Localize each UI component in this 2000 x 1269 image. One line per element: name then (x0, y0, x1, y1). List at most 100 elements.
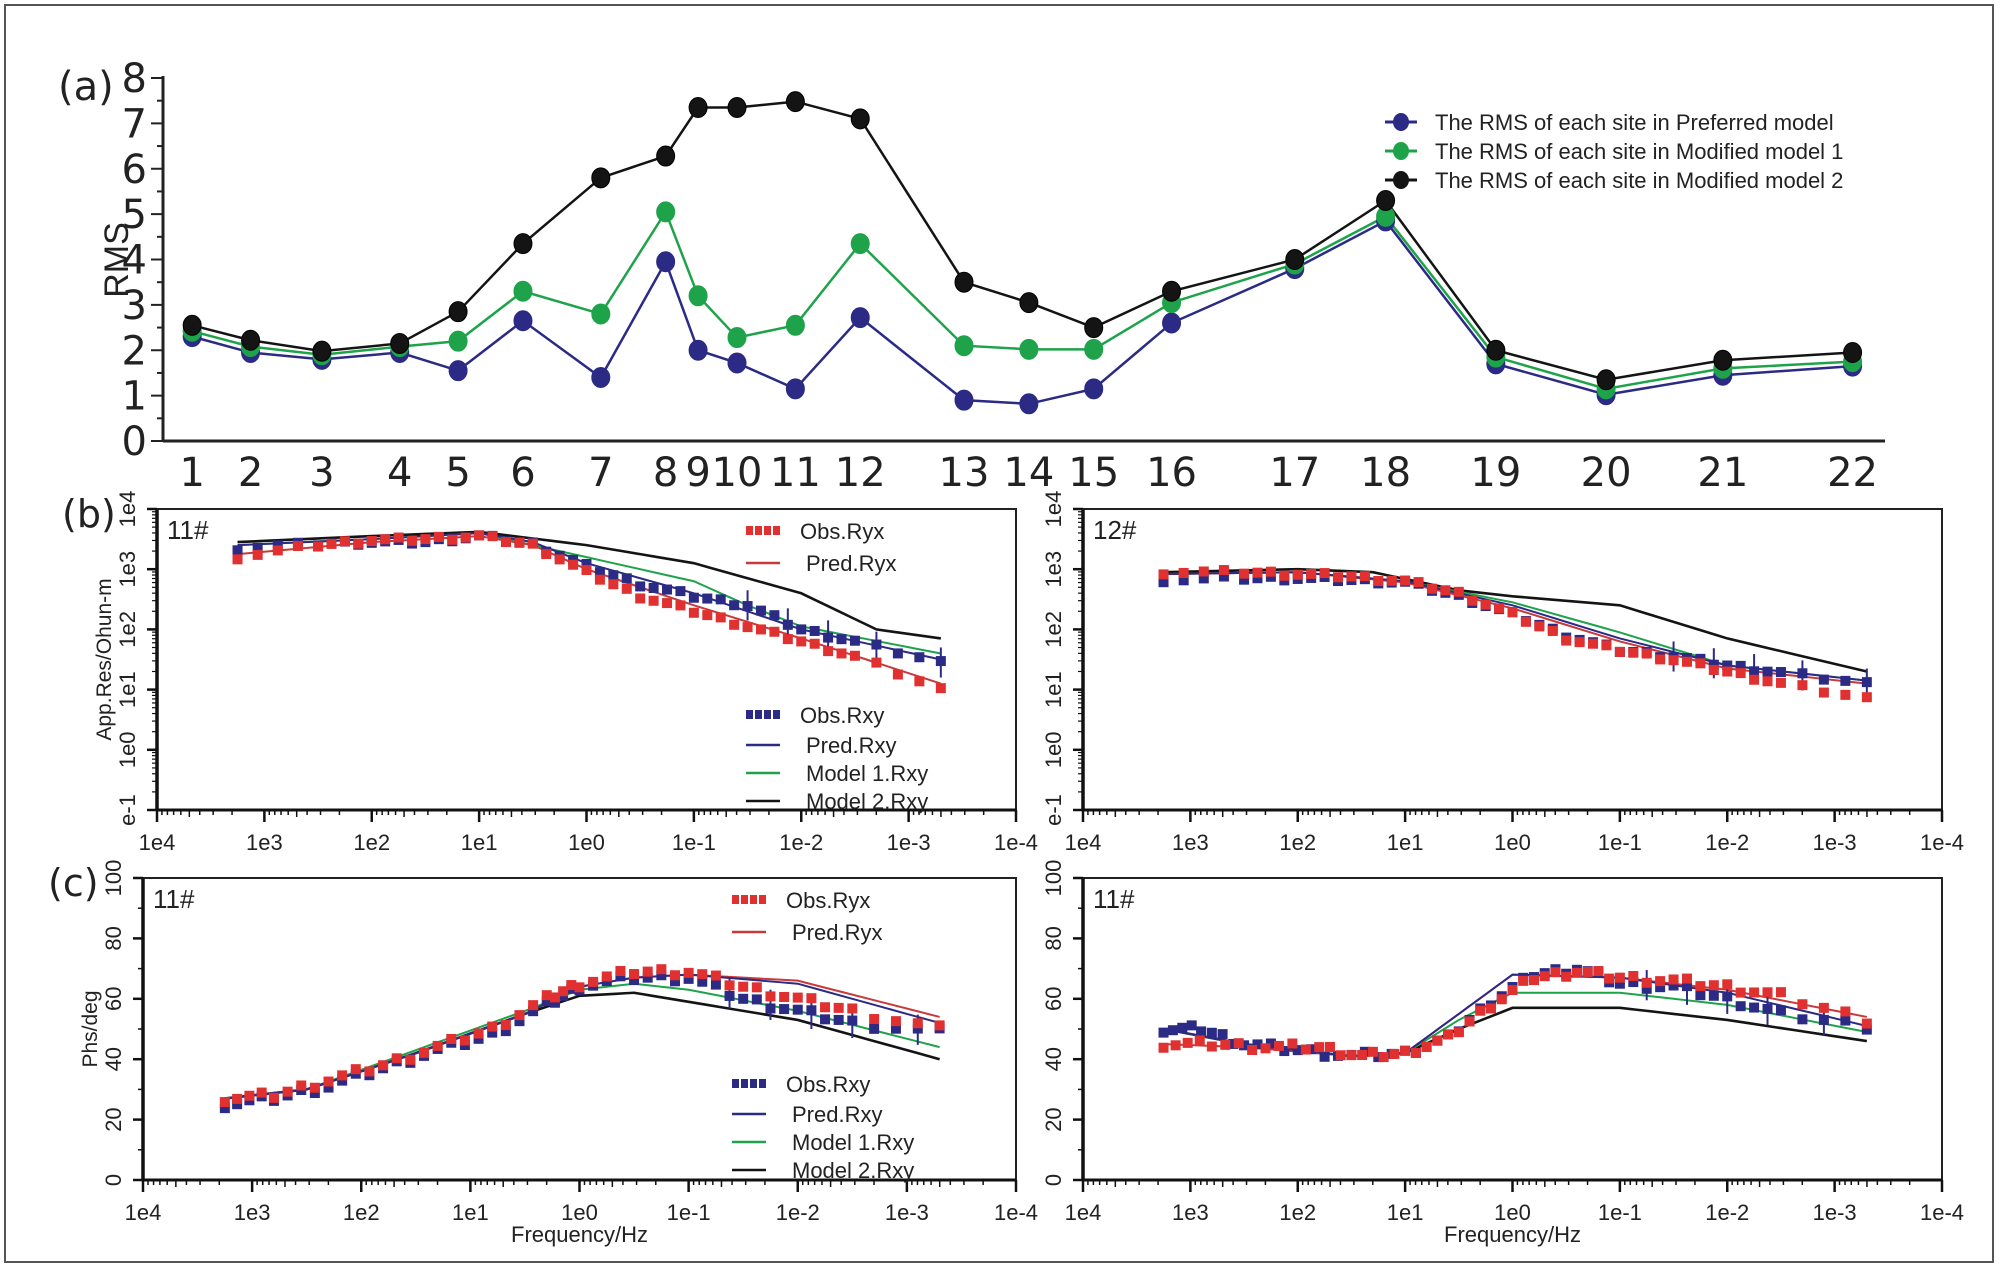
y-tick-label: 1e4 (115, 491, 140, 528)
data-point-obs-ryx (1571, 967, 1582, 978)
y-tick-label: 60 (101, 987, 126, 1011)
data-point-obs-rxy (1775, 1005, 1786, 1016)
x-tick-label: 1e-3 (885, 1200, 929, 1225)
data-point-obs-ryx (1818, 687, 1829, 698)
data-point-obs-rxy (702, 593, 713, 604)
data-point-obs-rxy (635, 581, 646, 592)
data-point-obs-ryx (581, 565, 592, 576)
data-point-obs-ryx (935, 683, 946, 694)
data-point-obs-rxy (1861, 1024, 1872, 1035)
x-tick-label: 21 (1697, 450, 1748, 496)
data-point-obs-ryx (769, 626, 780, 637)
data-point-obs-ryx (1604, 973, 1615, 984)
data-point (727, 96, 747, 118)
data-point-obs-ryx (1426, 583, 1437, 594)
data-point-obs-ryx (568, 559, 579, 570)
legend-swatch-points (755, 710, 762, 719)
data-point-obs-rxy (1306, 1044, 1317, 1055)
data-point-obs-rxy (669, 976, 680, 987)
x-tick-label: 1e0 (561, 1200, 598, 1225)
data-point-obs-ryx (473, 1028, 484, 1039)
data-point-obs-ryx (688, 607, 699, 618)
data-point-obs-ryx (702, 610, 713, 621)
data-point-obs-ryx (697, 969, 708, 980)
x-tick-label: 1e2 (353, 830, 390, 855)
data-point (591, 167, 611, 189)
data-point-obs-rxy (849, 635, 860, 646)
data-point-obs-ryx (1861, 1018, 1872, 1029)
data-point (656, 201, 676, 223)
data-point-obs-ryx (724, 980, 735, 991)
y-tick-label: 5 (122, 192, 147, 238)
data-point-obs-ryx (558, 986, 569, 997)
data-point-obs-rxy (252, 542, 263, 553)
data-point (513, 280, 533, 302)
data-point-obs-rxy (1228, 1038, 1239, 1049)
data-point-obs-rxy (232, 545, 243, 556)
data-point-obs-ryx (1206, 1041, 1217, 1052)
data-point-obs-rxy (769, 610, 780, 621)
data-point-obs-ryx (1561, 635, 1572, 646)
data-point-obs-rxy (309, 1088, 320, 1099)
data-point-obs-rxy (890, 1023, 901, 1034)
data-point (688, 285, 708, 307)
legend-swatch-points (741, 895, 748, 904)
data-point-obs-ryx (1400, 1045, 1411, 1056)
data-point-obs-rxy (642, 972, 653, 983)
data-point-obs-ryx (914, 676, 925, 687)
data-point-obs-ryx (1681, 973, 1692, 984)
y-tick-label: 100 (1041, 860, 1066, 897)
legend-swatch-points (759, 1079, 766, 1088)
data-point-obs-ryx (1194, 1035, 1205, 1046)
data-point-obs-ryx (1641, 977, 1652, 988)
x-tick-label: 16 (1146, 450, 1197, 496)
x-tick-label: 1e-2 (776, 1200, 820, 1225)
panel-label: (c) (48, 861, 99, 905)
data-point-obs-ryx (1840, 689, 1851, 700)
data-point-obs-rxy (629, 975, 640, 986)
y-axis-label: App.Res/Ohun-m (93, 578, 116, 740)
data-point-obs-ryx (527, 538, 538, 549)
data-point-obs-ryx (629, 969, 640, 980)
data-point-obs-rxy (608, 570, 619, 581)
x-tick-label: 1e-1 (1598, 1200, 1642, 1225)
data-point-obs-ryx (934, 1020, 945, 1031)
data-point-obs-ryx (1749, 674, 1760, 685)
data-point-obs-rxy (541, 996, 552, 1007)
data-point-obs-ryx (1749, 987, 1760, 998)
data-point-obs-ryx (1534, 621, 1545, 632)
data-point-obs-ryx (729, 619, 740, 630)
data-point (1162, 312, 1182, 334)
series-line (191, 219, 1853, 406)
data-point-obs-ryx (755, 624, 766, 635)
data-point-obs-ryx (1287, 1038, 1298, 1049)
x-tick-label: 18 (1360, 450, 1411, 496)
y-tick-label: 1e0 (1041, 731, 1066, 768)
data-point-obs-ryx (313, 541, 324, 552)
data-point (688, 96, 708, 118)
data-point-obs-ryx (1507, 985, 1518, 996)
data-point-obs-rxy (796, 624, 807, 635)
data-point-obs-ryx (1306, 568, 1317, 579)
data-point-obs-rxy (1614, 978, 1625, 989)
data-point-obs-ryx (1775, 987, 1786, 998)
y-tick-label: 40 (101, 1047, 126, 1071)
legend-label: The RMS of each site in Modified model 1 (1435, 139, 1843, 164)
data-point-obs-ryx (1273, 1040, 1284, 1051)
data-point (241, 329, 261, 351)
data-point-obs-ryx (1486, 1003, 1497, 1014)
data-point-obs-ryx (1593, 966, 1604, 977)
x-tick-label: 1e-1 (1598, 830, 1642, 855)
data-point-obs-ryx (1561, 971, 1572, 982)
data-point-obs-ryx (621, 583, 632, 594)
x-tick-label: 1e3 (1172, 1200, 1209, 1225)
x-tick-label: 1e-4 (1920, 1200, 1964, 1225)
data-point-obs-ryx (1453, 586, 1464, 597)
legend-swatch-marker (1393, 171, 1409, 189)
legend-label: The RMS of each site in Modified model 2 (1435, 168, 1843, 193)
data-point-obs-ryx (339, 536, 350, 547)
site-label: 11# (1093, 884, 1135, 914)
data-point-obs-ryx (847, 1003, 858, 1014)
data-point-obs-rxy (1735, 660, 1746, 671)
data-point-obs-ryx (487, 531, 498, 542)
